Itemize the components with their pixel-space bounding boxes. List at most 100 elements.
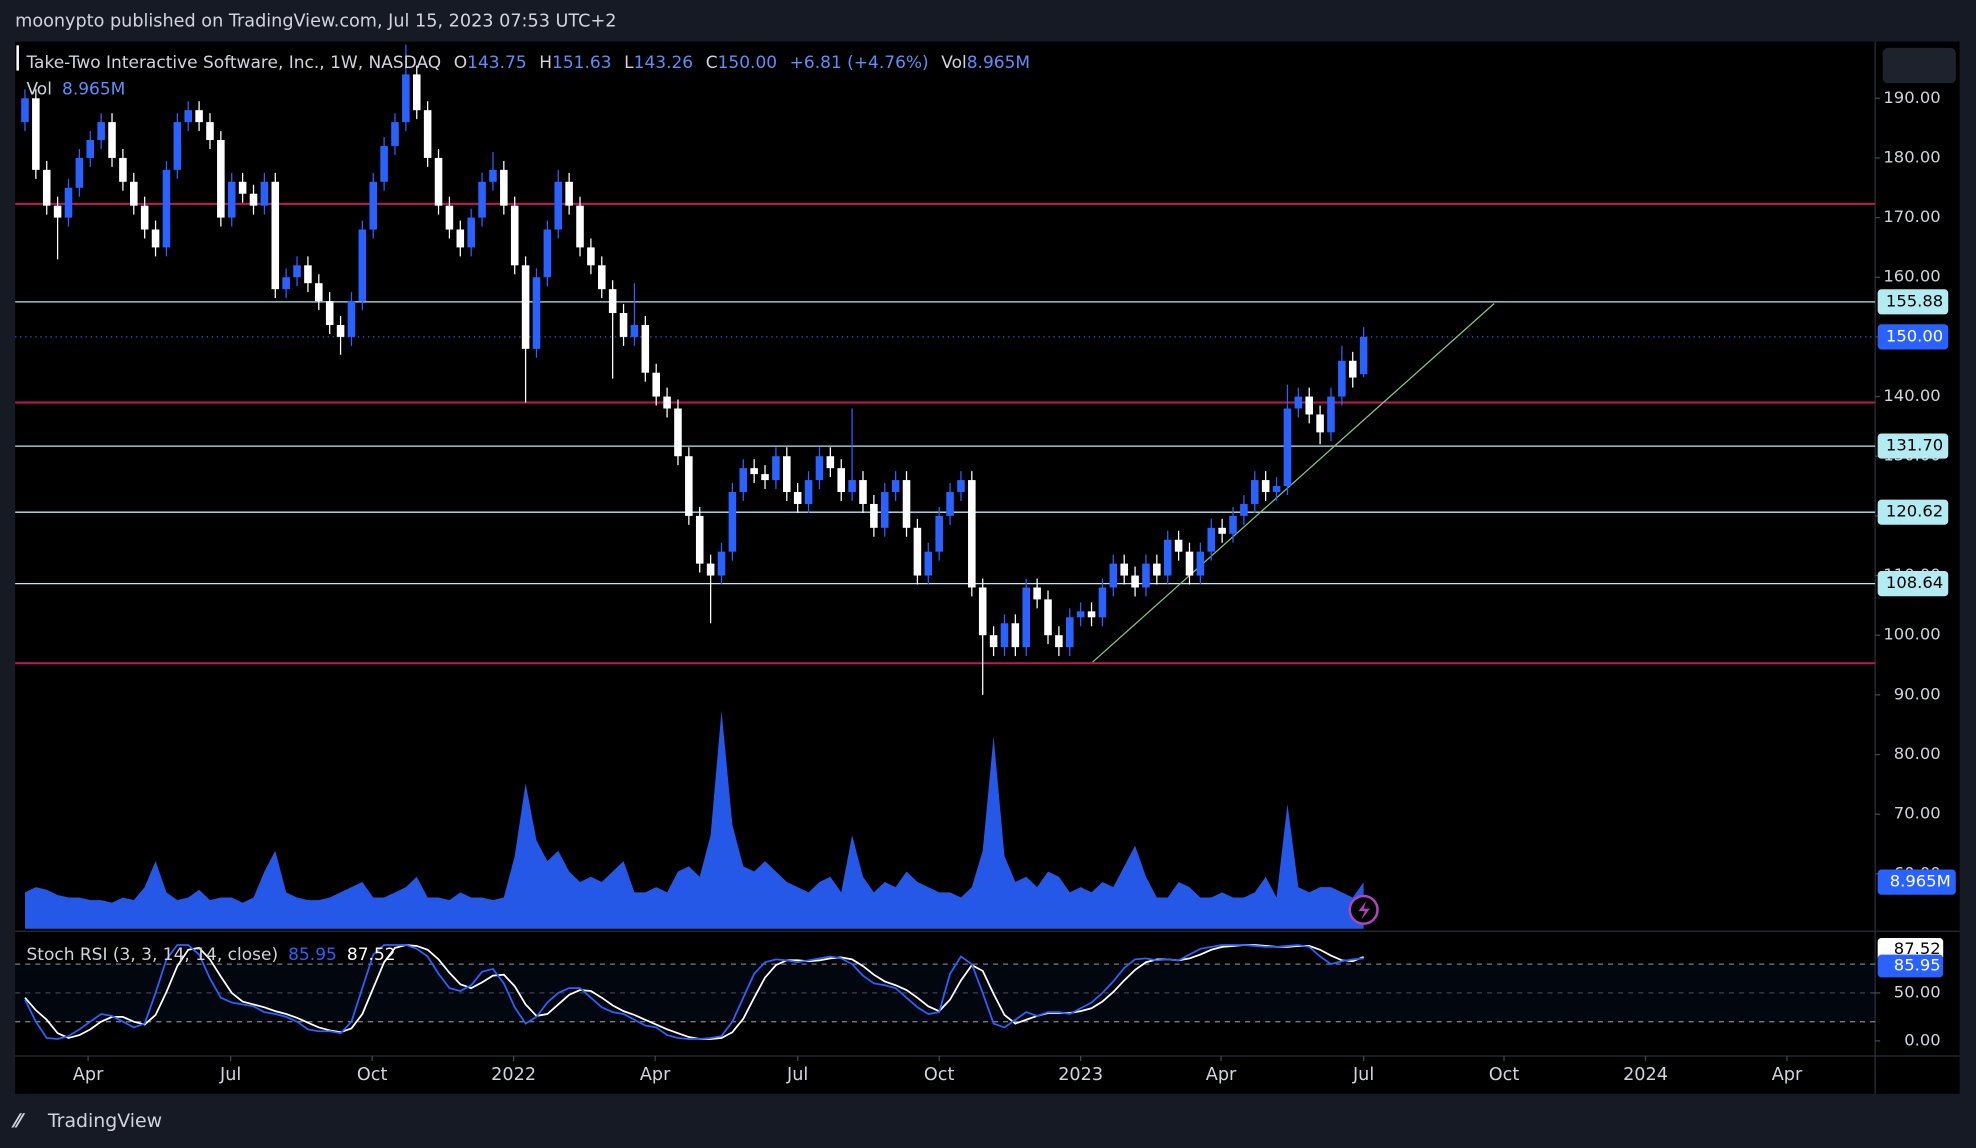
candle-body: [32, 98, 40, 170]
y-tick-label: 100.00: [1883, 625, 1940, 644]
volume-legend-value: 8.965M: [62, 79, 125, 99]
candle-body: [380, 145, 388, 182]
candle-body: [826, 456, 835, 469]
candle-body: [1207, 527, 1216, 552]
plot: Apr Jul Oct 2022 Apr Jul Oct 2023 Apr Jul Oct 2024 A…: [15, 44, 1956, 1085]
candle-body: [1174, 539, 1183, 552]
candle-body: [369, 181, 378, 230]
candle-body: [619, 313, 628, 337]
candle-body: [293, 265, 301, 278]
legend-prefix: L: [624, 53, 634, 73]
candle-body: [238, 181, 247, 194]
candle-body: [467, 217, 475, 248]
candle-body: [140, 205, 149, 230]
settings-button[interactable]: [1882, 47, 1956, 84]
candle-body: [347, 301, 356, 337]
y-tick-label: 140.00: [1883, 386, 1940, 405]
legend-value: 150.00: [718, 53, 777, 73]
candle-body: [695, 515, 704, 564]
candle-body: [750, 468, 758, 475]
alert-bolt: [1358, 901, 1370, 920]
candle-body: [42, 169, 51, 206]
stoch-line: [24, 944, 1364, 1040]
candle-body: [1185, 551, 1194, 576]
candle-body: [21, 98, 29, 123]
candle-body: [674, 408, 682, 457]
candle-body: [130, 181, 138, 206]
y-tick-label: 70.00: [1894, 804, 1941, 823]
candle-body: [1338, 360, 1346, 397]
candle-body: [1359, 336, 1368, 375]
candle-body: [489, 169, 497, 182]
x-tick-label: Apr: [1772, 1065, 1803, 1085]
candle-body: [1163, 539, 1172, 576]
candle-body: [271, 181, 280, 290]
candle-body: [717, 551, 726, 576]
level-label: 155.88: [1886, 291, 1943, 310]
y-tick-label: 170.00: [1883, 207, 1940, 226]
candle-body: [902, 480, 911, 528]
candle-body: [1294, 396, 1303, 409]
y-tick-label: 180.00: [1883, 147, 1940, 166]
candle-body: [1011, 623, 1020, 648]
candle-body: [304, 265, 312, 284]
candle-body: [315, 283, 323, 302]
candle-body: [652, 372, 660, 397]
x-tick-label: 2022: [491, 1065, 536, 1085]
candle-body: [924, 551, 933, 576]
candle-body: [1251, 480, 1259, 504]
legend-prefix: H: [539, 53, 552, 73]
level-label-box: [1877, 571, 1949, 597]
candle-body: [423, 110, 432, 158]
legend-value: +6.81 (+4.76%): [790, 53, 929, 73]
candle-body: [1153, 563, 1161, 576]
candle-body: [336, 324, 345, 337]
candle-body: [1229, 515, 1237, 534]
candle-body: [282, 277, 290, 290]
candle-body: [1131, 575, 1139, 588]
legend-value: 8.965M: [967, 53, 1030, 73]
candle-body: [184, 110, 192, 123]
candle-body: [1098, 587, 1107, 618]
candle-body: [86, 140, 95, 158]
candle-body: [456, 229, 465, 248]
candle-body: [1120, 563, 1128, 576]
candle-body: [75, 157, 84, 188]
stoch-line: [24, 944, 1364, 1040]
candle-body: [1316, 414, 1324, 433]
candle-body: [227, 181, 236, 218]
last-price-box: [1877, 324, 1949, 350]
candle-body: [358, 229, 367, 302]
x-tick-label: Oct: [357, 1065, 388, 1085]
legend-value: 143.26: [634, 53, 693, 73]
x-tick-label: Apr: [73, 1065, 104, 1085]
candle-body: [162, 169, 171, 248]
candle-body: [500, 169, 508, 206]
x-tick-label: 2024: [1623, 1065, 1668, 1085]
candle-body: [434, 157, 443, 206]
candle-body: [543, 229, 552, 278]
candle-body: [870, 503, 878, 528]
candle-body: [989, 635, 998, 648]
level-label-box: [1877, 433, 1949, 459]
x-tick-label: Oct: [1489, 1065, 1520, 1085]
candle-body: [478, 181, 486, 218]
candle-body: [1272, 486, 1281, 493]
legend-value: 143.75: [467, 53, 526, 73]
candle-body: [1022, 587, 1031, 648]
candle-body: [685, 456, 693, 516]
candle-body: [412, 74, 421, 111]
candle-body: [598, 265, 606, 290]
candle-body: [608, 289, 617, 314]
stoch-legend: Stoch RSI (3, 3, 14, 14, close) 85.95 87.5…: [27, 945, 396, 965]
candle-body: [957, 480, 965, 493]
candle-body: [510, 205, 519, 266]
chart-area: [15, 41, 1960, 1094]
candle-body: [891, 480, 900, 493]
candle-body: [532, 277, 541, 349]
legend-prefix: C: [706, 53, 718, 73]
volume-area: [24, 710, 1364, 929]
candle-body: [1065, 617, 1074, 648]
candle-body: [935, 515, 943, 552]
